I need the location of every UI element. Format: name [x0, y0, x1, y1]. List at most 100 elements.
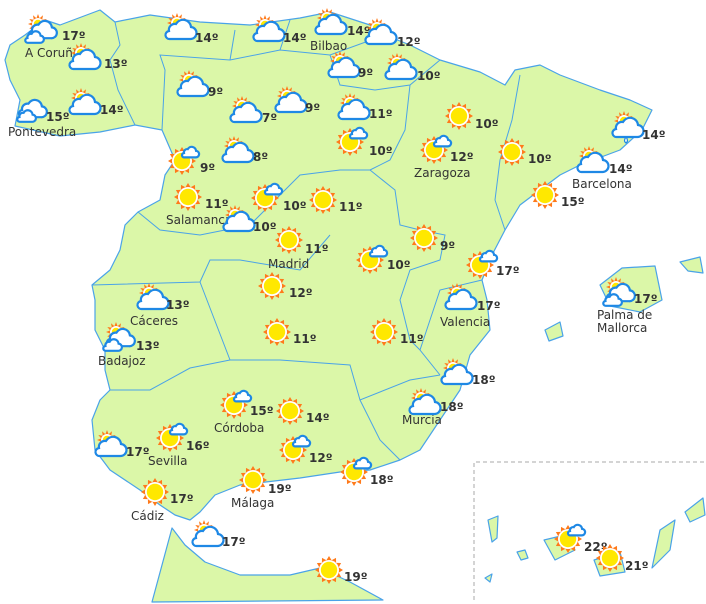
weather-station-partly-cloudy: 9º: [176, 70, 223, 99]
temperature-label: 11º: [293, 332, 317, 346]
sun-icon: [141, 478, 169, 506]
temperature-label: 12º: [309, 451, 333, 465]
temperature-label: 7º: [262, 111, 277, 125]
temperature-label: 9º: [208, 85, 223, 99]
cloud-icon: [314, 13, 348, 36]
temperature-label: 17º: [222, 535, 246, 549]
temperature-label: 10º: [253, 220, 277, 234]
cloud-icon: [352, 456, 373, 470]
cloud-icon: [252, 20, 286, 43]
weather-icons: 17º 13º 14º 14º 14º 12º 9º 10º 15º 14º 9º 7º 9º 11º 10…: [16, 8, 666, 584]
temperature-label: 19º: [344, 570, 368, 584]
canary-island: [516, 549, 529, 561]
temperature-label: 14º: [642, 128, 666, 142]
cloud-icon: [602, 293, 623, 307]
temperature-label: 9º: [305, 101, 320, 115]
cloud-icon: [229, 101, 263, 124]
cloud-icon: [68, 93, 102, 116]
sun-icon: [498, 138, 526, 166]
temperature-label: 22º: [584, 540, 608, 554]
cloud-icon: [408, 393, 442, 416]
weather-station-partly-cloudy: 17º: [444, 283, 501, 313]
weather-station-sun-small-cloud: 17º: [466, 249, 520, 279]
temperature-label: 11º: [205, 197, 229, 211]
north-africa-land: [151, 527, 384, 603]
weather-station-partly-cloudy: 13º: [68, 43, 128, 71]
city-label: A Coruña: [25, 46, 80, 60]
cloud-icon: [263, 182, 284, 196]
weather-station-sun: 10º: [445, 102, 499, 131]
temperature-label: 18º: [472, 373, 496, 387]
canary-island: [484, 573, 493, 583]
weather-station-sun-small-cloud: 10º: [336, 126, 393, 158]
sun-icon: [239, 466, 267, 494]
city-label: Pontevedra: [8, 125, 76, 139]
weather-station-partly-cloudy-double: 17º: [24, 14, 86, 44]
weather-station-sun-small-cloud: 15º: [220, 389, 274, 419]
raindrop-icon: [623, 135, 629, 144]
weather-station-partly-cloudy: 12º: [364, 18, 421, 49]
weather-station-cloudy: 15º: [16, 98, 70, 124]
sun-icon: [410, 224, 438, 252]
temperature-label: 16º: [186, 439, 210, 453]
cloud-icon: [94, 435, 128, 458]
city-label: Murcia: [402, 413, 442, 427]
temperature-label: 12º: [450, 150, 474, 164]
city-label: Cáceres: [130, 314, 178, 328]
temperature-label: 10º: [475, 117, 499, 131]
city-label: Palma de: [597, 308, 652, 322]
weather-station-sun-small-cloud: 12º: [420, 134, 474, 164]
temperature-label: 17º: [170, 492, 194, 506]
weather-station-partly-cloudy: 14º: [68, 88, 124, 117]
cloud-icon: [566, 523, 587, 537]
cloud-icon: [24, 30, 45, 44]
cloud-icon: [611, 116, 645, 139]
weather-station-sun-small-cloud: 22º: [554, 523, 608, 554]
weather-station-sun: 19º: [315, 556, 368, 584]
temperature-label: 11º: [305, 242, 329, 256]
weather-station-rain: 14º: [611, 111, 666, 144]
cloud-icon: [136, 288, 170, 311]
weather-station-partly-cloudy: 14º: [314, 8, 371, 38]
temperature-label: 13º: [166, 298, 190, 312]
city-label: Sevilla: [148, 454, 187, 468]
temperature-label: 19º: [268, 482, 292, 496]
temperature-label: 17º: [126, 445, 150, 459]
weather-station-partly-cloudy-double: 13º: [102, 322, 160, 353]
temperature-label: 11º: [339, 200, 363, 214]
weather-station-partly-cloudy: 18º: [440, 358, 496, 387]
weather-station-sun: 17º: [141, 478, 194, 506]
cloud-icon: [384, 58, 418, 81]
temperature-label: 8º: [253, 150, 268, 164]
weather-station-partly-cloudy: 8º: [221, 136, 268, 164]
weather-station-sun: 9º: [410, 224, 455, 253]
cloud-icon: [432, 134, 453, 148]
city-label: Zaragoza: [414, 166, 470, 180]
city-label: Badajoz: [98, 354, 146, 368]
weather-station-partly-cloudy: 10º: [384, 53, 441, 83]
temperature-label: 17º: [634, 292, 658, 306]
temperature-label: 14º: [283, 31, 307, 45]
weather-station-sun-small-cloud: 10º: [251, 182, 307, 213]
weather-station-sun: 11º: [370, 318, 424, 346]
city-label: Málaga: [231, 496, 274, 510]
weather-station-sun: 11º: [174, 183, 229, 211]
sun-icon: [370, 318, 398, 346]
temperature-label: 17º: [496, 264, 520, 278]
temperature-label: 9º: [440, 239, 455, 253]
temperature-label: 14º: [195, 31, 219, 45]
city-label: Salamanca: [166, 213, 232, 227]
weather-station-partly-cloudy: 14º: [252, 15, 307, 45]
weather-station-partly-cloudy: 14º: [576, 146, 633, 176]
temperature-label: 10º: [417, 69, 441, 83]
temperature-label: 9º: [358, 66, 373, 80]
weather-station-partly-cloudy: 9º: [274, 86, 320, 115]
weather-station-sun: 11º: [309, 186, 363, 214]
cloud-icon: [68, 48, 102, 71]
temperature-label: 11º: [400, 332, 424, 346]
weather-station-partly-cloudy: 14º: [164, 13, 219, 45]
weather-station-sun: 11º: [275, 226, 329, 256]
temperature-label: 18º: [370, 473, 394, 487]
temperature-label: 15º: [46, 110, 70, 124]
